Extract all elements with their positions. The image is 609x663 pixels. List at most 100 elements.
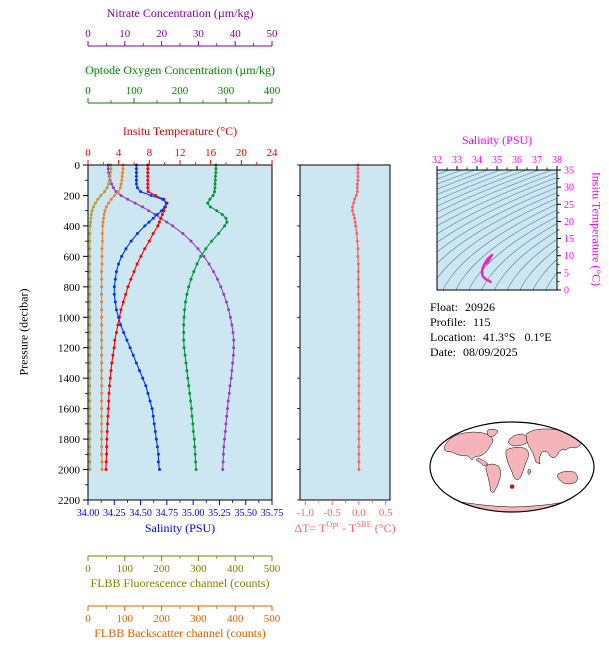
profile-marker-nitrate — [228, 384, 232, 388]
location-label: Location: — [430, 330, 476, 344]
profile-marker-backscatter — [100, 407, 104, 411]
profile-marker-temperature — [105, 437, 109, 441]
ts-salinity-tick-label: 37 — [532, 155, 542, 166]
isopycnal-contour — [437, 177, 557, 235]
profile-marker-nitrate — [133, 201, 137, 205]
isopycnal-contour — [455, 209, 557, 290]
profile-marker-nitrate — [227, 391, 231, 395]
profile-marker-backscatter — [100, 391, 104, 395]
profile-marker-fluorescence — [88, 300, 92, 304]
profile-marker-salinity — [156, 452, 160, 456]
profile-marker-salinity — [146, 391, 150, 395]
float-label: Float: — [430, 300, 459, 314]
delta-t-marker — [357, 315, 361, 319]
delta-t-marker — [355, 232, 359, 235]
delta-t-label-part2: - T — [339, 521, 357, 535]
delta-t-marker — [356, 262, 360, 266]
isopycnal-contour — [532, 258, 557, 290]
ts-salinity-tick-label: 33 — [452, 155, 462, 166]
profile-marker-salinity — [125, 338, 129, 342]
profile-marker-fluorescence — [88, 292, 92, 296]
profile-marker-salinity — [144, 384, 148, 388]
profile-marker-temperature — [107, 391, 111, 395]
profile-marker-backscatter — [100, 338, 104, 342]
profile-marker-fluorescence — [88, 445, 92, 449]
isopycnal-contour — [506, 238, 557, 290]
delta-t-marker — [357, 338, 361, 342]
map-marker-layer — [509, 484, 515, 489]
temperature-tick-label: 8 — [147, 147, 153, 159]
profile-marker-temperature — [104, 468, 108, 471]
profile-marker-nitrate — [229, 376, 233, 380]
profile-marker-fluorescence — [88, 353, 92, 357]
profile-marker-oxygen — [215, 209, 219, 213]
profile-marker-nitrate — [126, 197, 130, 201]
nitrate-tick-label: 10 — [119, 28, 131, 40]
temperature-tick-label: 0 — [85, 147, 91, 159]
profile-marker-salinity — [160, 209, 164, 213]
profile-marker-nitrate — [141, 205, 144, 209]
profile-marker-backscatter — [118, 186, 122, 190]
delta-t-marker — [353, 220, 357, 224]
delta-t-marker — [356, 247, 360, 251]
profile-marker-fluorescence — [88, 376, 92, 380]
delta-t-tick-label: 0.0 — [352, 507, 366, 519]
profile-marker-oxygen — [224, 216, 228, 220]
oxygen-tick-label: 0 — [85, 85, 91, 97]
profile-marker-oxygen — [185, 369, 189, 373]
temperature-tick-label: 24 — [267, 147, 279, 159]
float-value: 20926 — [465, 300, 496, 314]
delta-t-marker — [355, 190, 359, 194]
profile-marker-fluorescence — [88, 361, 92, 365]
profile-marker-nitrate — [216, 277, 219, 281]
profile-marker-nitrate — [225, 414, 229, 418]
profile-marker-oxygen — [188, 391, 192, 395]
delta-t-marker — [356, 178, 360, 182]
profile-marker-fluorescence — [89, 216, 93, 220]
profile-marker-backscatter — [100, 376, 104, 380]
backscatter-tick-label: 200 — [153, 613, 170, 625]
pressure-tick-label: 1400 — [58, 373, 81, 385]
profile-marker-salinity — [134, 171, 138, 175]
profile-marker-nitrate — [226, 399, 230, 403]
temperature-tick-label: 20 — [236, 147, 248, 159]
profile-marker-fluorescence — [88, 468, 92, 471]
profile-marker-oxygen — [185, 292, 189, 296]
profile-marker-backscatter — [100, 445, 104, 449]
profile-marker-oxygen — [182, 338, 186, 342]
isopycnal-contour — [437, 187, 557, 253]
profile-marker-oxygen — [213, 174, 217, 178]
profile-marker-salinity — [112, 285, 116, 289]
profile-marker-temperature — [107, 399, 111, 403]
profile-marker-fluorescence — [105, 186, 109, 190]
profile-marker-oxygen — [189, 399, 193, 403]
profile-marker-backscatter — [100, 452, 104, 456]
profile-marker-oxygen — [192, 437, 196, 441]
profile-marker-fluorescence — [88, 399, 92, 403]
profile-marker-salinity — [155, 213, 159, 216]
profile-marker-nitrate — [221, 452, 225, 456]
profile-marker-fluorescence — [90, 209, 94, 213]
profile-marker-nitrate — [111, 186, 115, 190]
profile-marker-fluorescence — [88, 331, 92, 334]
ts-profile-line — [480, 253, 494, 284]
ts-temperature-tick-label: 20 — [564, 217, 574, 228]
profile-marker-fluorescence — [88, 254, 92, 258]
delta-t-marker — [356, 167, 360, 171]
temperature-tick-label: 12 — [175, 147, 186, 159]
salinity-tick-label: 34.25 — [103, 508, 126, 519]
profile-marker-fluorescence — [88, 315, 92, 319]
profile-marker-temperature — [162, 209, 166, 213]
profile-marker-salinity — [134, 167, 138, 171]
profile-marker-fluorescence — [88, 323, 92, 327]
delta-t-marker — [356, 292, 360, 296]
profile-marker-fluorescence — [109, 167, 113, 171]
profile-marker-fluorescence — [92, 205, 95, 209]
profile-marker-backscatter — [113, 194, 116, 197]
profile-marker-oxygen — [195, 262, 199, 266]
profile-marker-temperature — [119, 308, 123, 312]
profile-marker-oxygen — [182, 346, 186, 350]
profile-marker-fluorescence — [88, 232, 92, 235]
profile-marker-fluorescence — [88, 239, 92, 243]
world-map — [429, 421, 595, 513]
